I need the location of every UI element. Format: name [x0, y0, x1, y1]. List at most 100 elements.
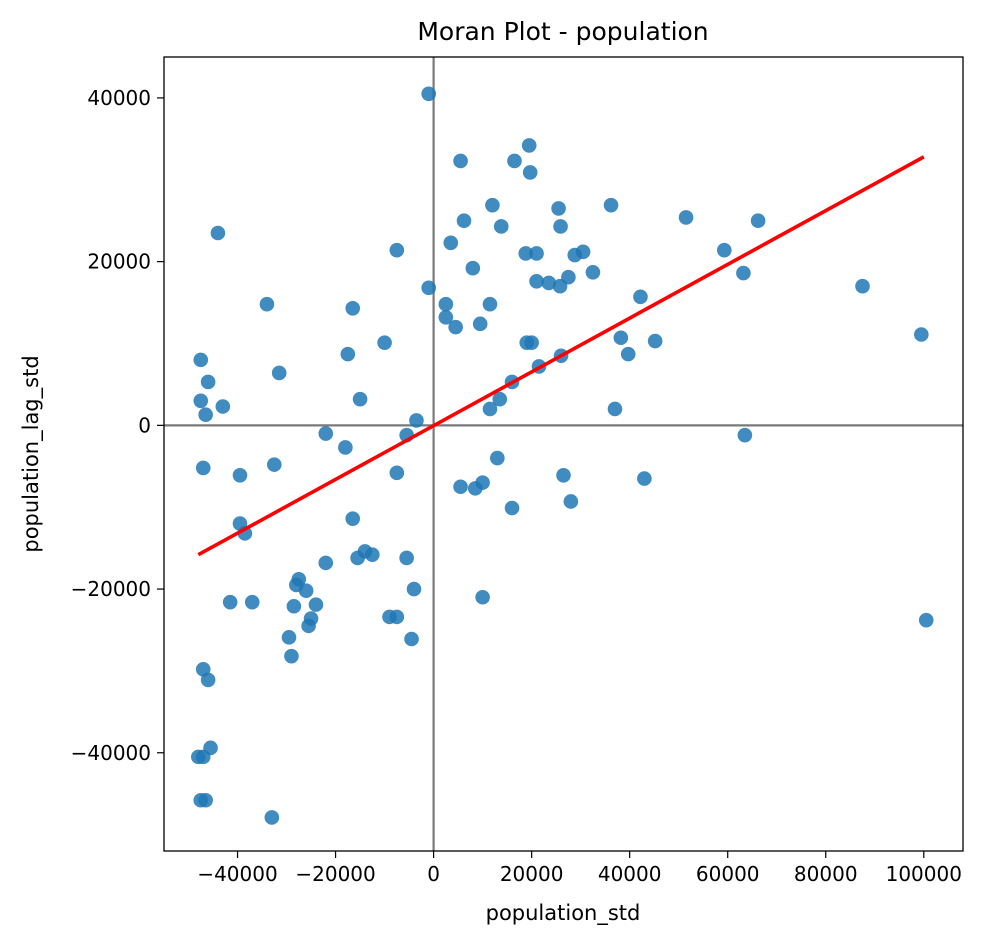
data-point [620, 346, 636, 362]
data-point [524, 335, 539, 350]
data-point [286, 598, 302, 614]
data-point [647, 333, 663, 349]
data-point [482, 401, 498, 417]
data-point [200, 672, 216, 688]
data-point [737, 427, 753, 443]
data-point [914, 327, 929, 342]
data-point [389, 465, 405, 481]
data-point [529, 246, 544, 261]
data-point [438, 310, 454, 325]
axes-background [164, 57, 963, 851]
y-tick-label: 20000 [87, 250, 151, 274]
data-point [340, 346, 356, 362]
y-tick-label: 0 [138, 413, 151, 437]
x-tick-label: −20000 [295, 862, 375, 886]
data-point [404, 631, 419, 647]
data-point [345, 511, 361, 526]
data-point [465, 260, 481, 276]
data-point [210, 225, 226, 241]
data-point [551, 201, 566, 216]
data-point [264, 810, 280, 825]
x-tick-label: −40000 [197, 862, 277, 886]
data-point [716, 242, 732, 258]
data-point [318, 555, 334, 571]
data-point [855, 278, 870, 294]
x-tick-label: 80000 [794, 862, 858, 886]
x-tick-label: 100000 [886, 862, 962, 886]
data-point [198, 792, 213, 808]
data-point [504, 500, 520, 516]
data-point [453, 153, 468, 169]
data-point [518, 246, 534, 261]
data-point [482, 296, 498, 312]
data-point [389, 242, 405, 258]
data-point [918, 612, 934, 628]
x-tick-label: 0 [427, 862, 440, 886]
data-point [553, 219, 568, 234]
data-point [200, 374, 216, 390]
data-point [453, 479, 468, 495]
data-point [529, 273, 544, 289]
data-point [365, 547, 380, 562]
data-point [409, 413, 424, 428]
chart-title: Moran Plot - population [417, 17, 708, 46]
data-point [507, 153, 522, 169]
data-point [350, 550, 365, 566]
data-point [345, 300, 361, 316]
data-point [490, 450, 505, 466]
data-point [259, 296, 275, 312]
data-point [195, 749, 211, 765]
data-point [493, 219, 509, 234]
data-point [607, 401, 623, 417]
data-point [338, 440, 353, 455]
data-point [736, 265, 751, 281]
data-point [613, 330, 629, 346]
data-point [522, 165, 538, 180]
x-axis-label: population_std [486, 901, 641, 926]
data-point [266, 457, 282, 472]
data-point [443, 235, 459, 251]
y-axis-label: population_lag_std [19, 355, 44, 552]
y-tick-label: −20000 [71, 577, 151, 601]
data-point [678, 210, 694, 225]
data-point [193, 352, 209, 368]
data-point [585, 264, 601, 280]
data-point [448, 319, 463, 335]
data-point [198, 407, 213, 423]
data-point [521, 138, 537, 153]
x-tick-label: 60000 [696, 862, 760, 886]
data-point [603, 197, 619, 213]
data-point [421, 280, 436, 296]
scatter-points [191, 86, 934, 825]
data-point [308, 597, 324, 612]
data-point [298, 583, 314, 598]
data-point [475, 589, 490, 605]
data-point [472, 316, 488, 332]
data-point [271, 365, 287, 381]
data-point [556, 467, 571, 483]
data-point [467, 481, 483, 496]
x-tick-label: 20000 [500, 862, 564, 886]
data-point [222, 594, 238, 610]
data-point [633, 289, 648, 305]
data-point [318, 426, 334, 441]
data-point [438, 296, 454, 312]
data-point [456, 213, 472, 229]
data-point [232, 467, 248, 483]
data-point [244, 594, 260, 610]
data-point [492, 391, 508, 407]
data-point [541, 275, 557, 291]
data-point [406, 581, 422, 597]
data-point [284, 648, 299, 664]
x-axis-ticks: −40000 −20000 0 20000 40000 60000 80000 100000 [197, 851, 962, 886]
data-point [567, 247, 583, 263]
data-point [281, 630, 297, 645]
data-point [399, 550, 414, 566]
regression-line [197, 155, 925, 557]
data-point [301, 618, 316, 634]
plot-area [163, 56, 964, 852]
data-point [389, 609, 405, 625]
x-tick-label: 40000 [598, 862, 662, 886]
data-point [750, 213, 766, 229]
